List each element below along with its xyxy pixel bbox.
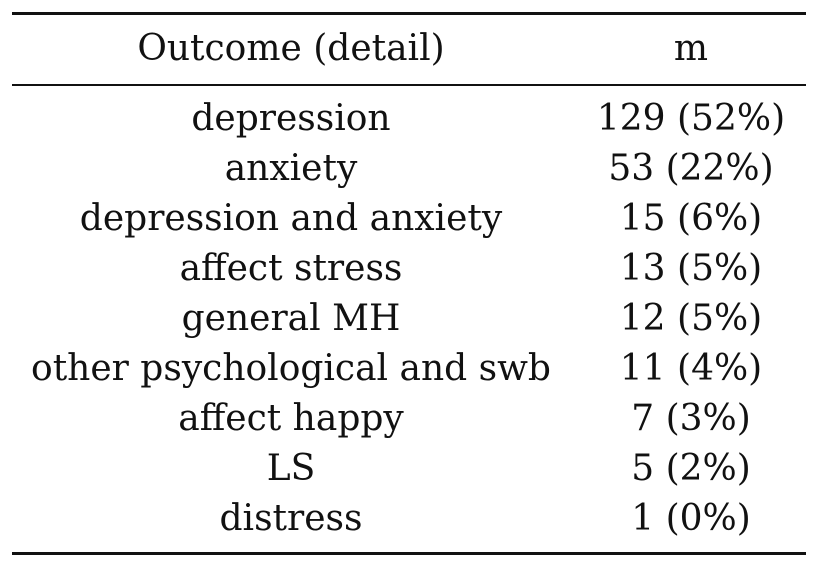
outcome-cell: affect happy xyxy=(178,398,404,439)
outcome-cell: anxiety xyxy=(224,148,358,189)
outcome-cell: depression xyxy=(191,98,391,139)
count-cell: 11 (4%) xyxy=(619,348,763,389)
table-row: depression and anxiety 15 (6%) xyxy=(0,194,818,244)
count-cell: 13 (5%) xyxy=(619,248,763,289)
table-header-rule xyxy=(12,84,806,86)
count-cell: 1 (0%) xyxy=(631,498,751,539)
count-cell: 129 (52%) xyxy=(596,98,786,139)
table-row: depression 129 (52%) xyxy=(0,94,818,144)
table-row: LS 5 (2%) xyxy=(0,444,818,494)
table-header: Outcome (detail) m xyxy=(0,24,818,74)
table-bottom-rule xyxy=(12,552,806,555)
count-cell: 7 (3%) xyxy=(631,398,751,439)
count-cell: 15 (6%) xyxy=(619,198,763,239)
outcome-cell: LS xyxy=(266,448,316,489)
outcome-cell: distress xyxy=(219,498,363,539)
table-row: general MH 12 (5%) xyxy=(0,294,818,344)
table-row: affect stress 13 (5%) xyxy=(0,244,818,294)
outcome-cell: other psychological and swb xyxy=(31,348,551,389)
table-row: affect happy 7 (3%) xyxy=(0,394,818,444)
table-row: other psychological and swb 11 (4%) xyxy=(0,344,818,394)
table-row: distress 1 (0%) xyxy=(0,494,818,544)
table-body: depression 129 (52%) anxiety 53 (22%) de… xyxy=(0,94,818,544)
count-cell: 5 (2%) xyxy=(631,448,751,489)
outcome-cell: general MH xyxy=(181,298,401,339)
count-cell: 12 (5%) xyxy=(619,298,763,339)
outcome-cell: depression and anxiety xyxy=(79,198,503,239)
table-top-rule xyxy=(12,12,806,15)
count-cell: 53 (22%) xyxy=(608,148,774,189)
header-m: m xyxy=(673,28,709,69)
header-outcome: Outcome (detail) xyxy=(137,28,445,69)
outcome-cell: affect stress xyxy=(179,248,403,289)
table-row: anxiety 53 (22%) xyxy=(0,144,818,194)
